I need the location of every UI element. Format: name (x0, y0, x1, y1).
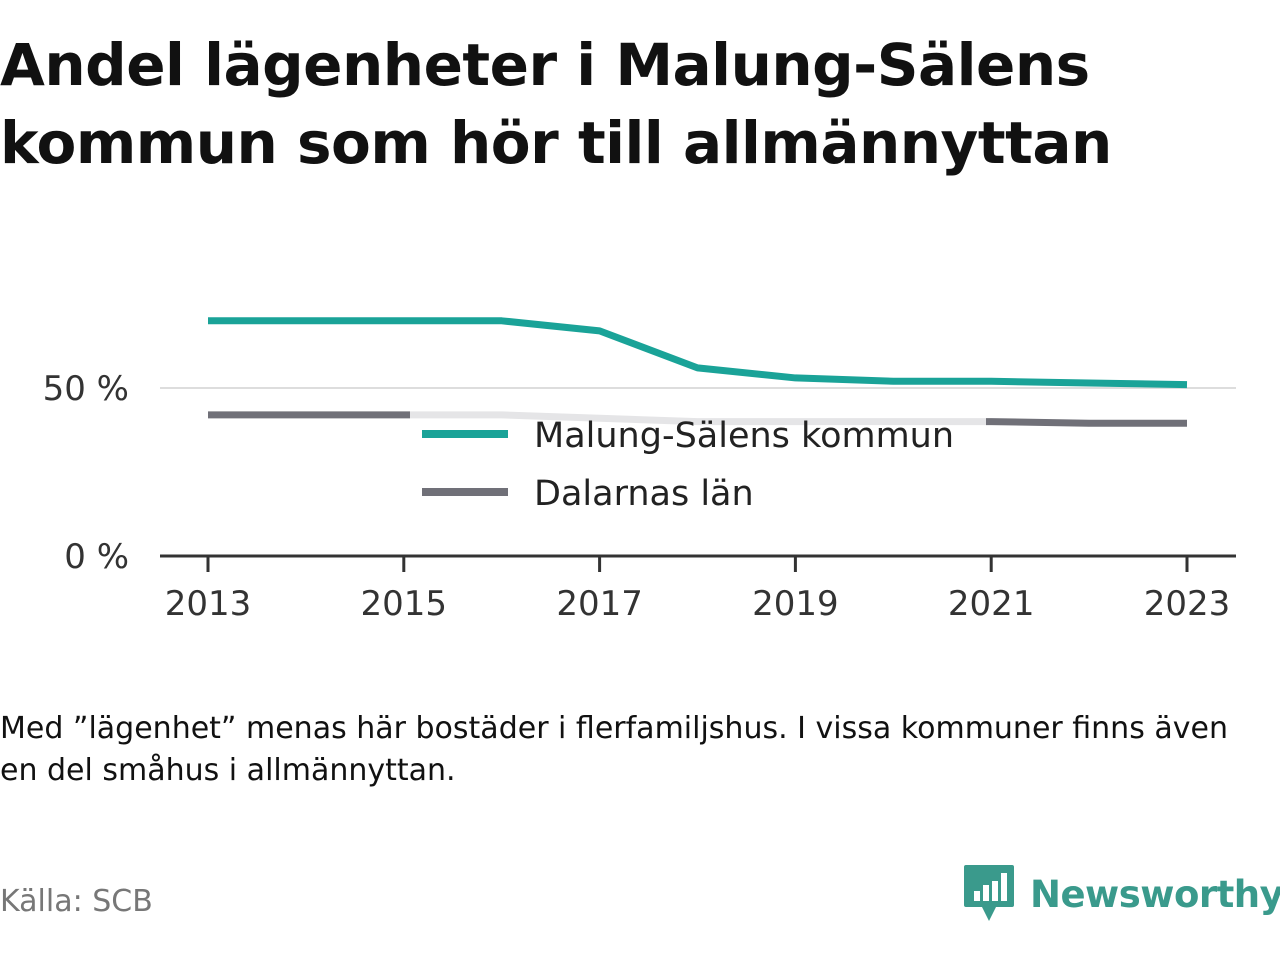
x-tick-label: 2021 (948, 584, 1035, 624)
x-tick-label: 2015 (361, 584, 448, 624)
series-line-0 (208, 317, 1188, 389)
x-tick-label: 2019 (752, 584, 839, 624)
legend-label: Malung-Sälens kommun (534, 416, 954, 456)
source-label: Källa: SCB (0, 884, 153, 919)
line-chart: 0 % 50 % 2013 2015 2017 2019 2021 2023 Malung-… (43, 317, 1236, 624)
legend-label: Dalarnas län (534, 474, 754, 514)
y-tick-label: 0 % (64, 537, 129, 577)
series-lines (208, 317, 1188, 427)
chart-title: Andel lägenheter i Malung-Sälens kommun … (0, 31, 1112, 177)
footnote: Med ”lägenhet” menas här bostäder i fler… (0, 711, 1228, 788)
x-axis-ticks (206, 556, 1189, 572)
legend: Malung-Sälens kommun Dalarnas län (410, 410, 986, 518)
legend-background (410, 410, 986, 518)
brand-name: Newsworthy (1030, 872, 1280, 916)
x-axis-tick-labels: 2013 2015 2017 2019 2021 2023 (165, 584, 1231, 624)
newsworthy-logo-icon (964, 865, 1014, 921)
x-tick-label: 2017 (556, 584, 643, 624)
y-axis-tick-labels: 0 % 50 % (43, 369, 129, 577)
y-tick-label: 50 % (43, 369, 129, 409)
x-tick-label: 2023 (1144, 584, 1231, 624)
x-tick-label: 2013 (165, 584, 252, 624)
brand-logo: Newsworthy (962, 862, 1280, 926)
